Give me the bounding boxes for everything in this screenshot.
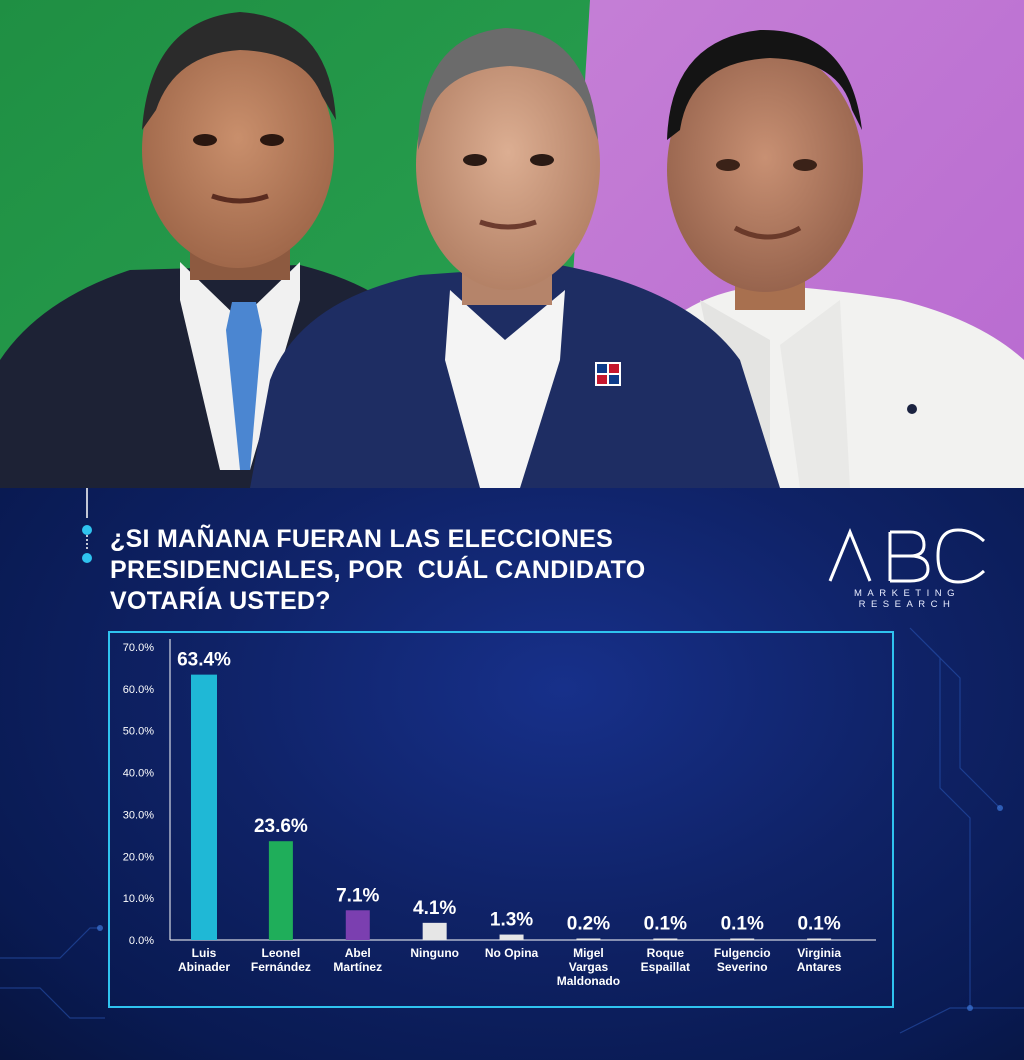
bar-chart: 0.0% 10.0% 20.0% 30.0% 40.0% 50.0% 60.0% 70.0% 6…	[123, 639, 876, 988]
bar-value-label: 63.4%	[177, 650, 231, 671]
bar-value-label: 23.6%	[254, 816, 308, 837]
x-tick-label: Severino	[717, 960, 768, 974]
y-tick-label: 0.0%	[129, 935, 154, 947]
candidate-center	[250, 28, 780, 488]
candidates-photo	[0, 0, 1024, 488]
bar	[499, 934, 524, 940]
abc-logo: MARKETING RESEARCH	[822, 526, 992, 616]
bar-value-label: 4.1%	[413, 898, 456, 919]
x-tick-label: Antares	[797, 960, 842, 974]
circuit-decoration	[0, 627, 1024, 1034]
bar-value-label: 0.1%	[797, 914, 840, 935]
question-line: PRESIDENCIALES, POR CUÁL CANDIDATO	[110, 556, 646, 584]
chart-frame	[108, 631, 894, 1008]
logo-subtitle-line: MARKETING	[854, 588, 960, 599]
y-tick-label: 50.0%	[123, 726, 154, 738]
x-tick-label: Abinader	[178, 960, 230, 974]
bar	[268, 841, 293, 940]
x-tick-label: Roque	[647, 946, 685, 960]
y-tick-label: 70.0%	[123, 642, 154, 654]
bar	[191, 674, 217, 940]
y-tick-label: 60.0%	[123, 684, 154, 696]
x-tick-label: Ninguno	[410, 946, 459, 960]
bar	[422, 922, 447, 940]
x-tick-label: Leonel	[262, 946, 301, 960]
bar	[807, 938, 832, 940]
x-tick-label: Migel	[573, 946, 604, 960]
x-tick-label: Martínez	[333, 960, 382, 974]
bar	[730, 938, 755, 940]
candidate-right	[640, 29, 1024, 488]
bar-value-label: 1.3%	[490, 910, 533, 931]
bar-value-label: 0.2%	[567, 914, 610, 935]
x-tick-label: Fulgencio	[714, 946, 771, 960]
candidates-illustration	[0, 0, 1024, 488]
bar-value-label: 0.1%	[721, 914, 764, 935]
y-tick-label: 20.0%	[123, 851, 154, 863]
logo-subtitle-line: RESEARCH	[858, 599, 956, 610]
x-tick-label: Luis	[192, 946, 217, 960]
bar	[576, 938, 601, 940]
survey-question: ¿SI MAÑANA FUERAN LAS ELECCIONES PRESIDE…	[110, 524, 750, 617]
x-tick-label: Vargas	[569, 960, 609, 974]
x-tick-label: No Opina	[485, 946, 539, 960]
x-tick-label: Espaillat	[641, 960, 690, 974]
question-line: ¿SI MAÑANA FUERAN LAS ELECCIONES	[110, 525, 614, 553]
abc-logo-mark	[828, 528, 986, 584]
logo-subtitle: MARKETING RESEARCH	[832, 588, 982, 610]
question-line: VOTARÍA USTED?	[110, 587, 331, 615]
x-tick-label: Abel	[345, 946, 371, 960]
y-tick-label: 10.0%	[123, 893, 154, 905]
x-tick-label: Maldonado	[557, 974, 620, 988]
y-tick-label: 30.0%	[123, 809, 154, 821]
y-tick-label: 40.0%	[123, 768, 154, 780]
x-tick-label: Virginia	[797, 946, 841, 960]
bar	[653, 938, 678, 940]
survey-panel: ¿SI MAÑANA FUERAN LAS ELECCIONES PRESIDE…	[0, 488, 1024, 1060]
heading-marker-icon	[82, 488, 92, 563]
x-tick-label: Fernández	[251, 960, 311, 974]
bar	[345, 910, 370, 940]
bar-value-label: 0.1%	[644, 914, 687, 935]
bar-value-label: 7.1%	[336, 885, 379, 906]
